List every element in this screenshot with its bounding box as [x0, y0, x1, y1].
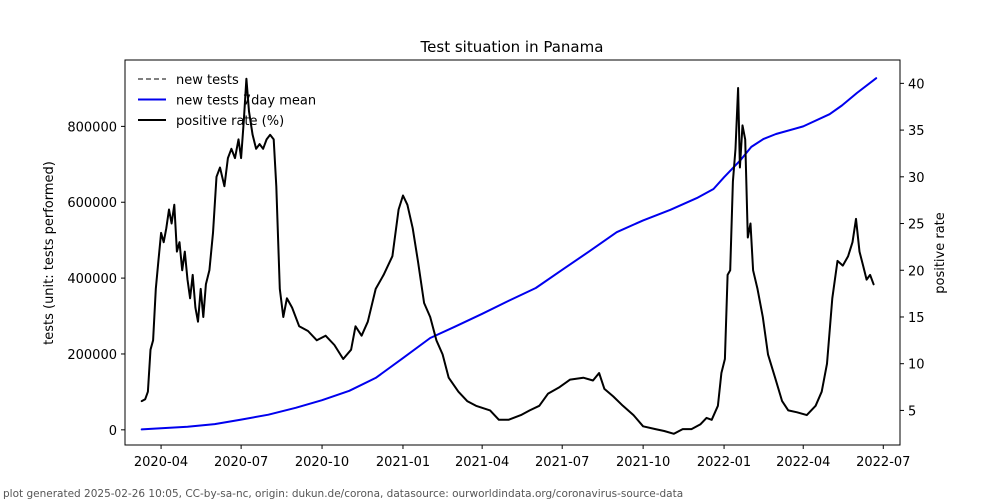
y-left-tick-label: 800000	[67, 120, 117, 135]
x-axis: 2020-04 2020-07 2020-10 2021-01 2021-04 2021-…	[134, 445, 910, 470]
y-right-tick-label: 5	[908, 404, 916, 419]
y-right-tick-label: 20	[908, 264, 925, 279]
y-axis-left: 0 200000 400000 600000 800000	[67, 120, 125, 439]
y-axis-right-label: positive rate	[933, 212, 948, 294]
y-left-tick-label: 600000	[67, 196, 117, 211]
series-line-tests-7day-mean	[140, 77, 878, 431]
plot-frame	[124, 59, 901, 446]
y-right-tick-label: 10	[908, 358, 925, 373]
legend-label: positive rate (%)	[176, 114, 284, 129]
legend: new tests new tests 7day mean positive rat…	[138, 73, 316, 129]
x-tick-label: 2022-04	[776, 455, 830, 470]
y-right-tick-label: 30	[908, 171, 925, 186]
x-tick-label: 2022-01	[697, 455, 751, 470]
x-tick-label: 2020-04	[134, 455, 188, 470]
y-right-tick-label: 15	[908, 311, 925, 326]
x-tick-label: 2021-10	[616, 455, 670, 470]
footer-credit: plot generated 2025-02-26 10:05, CC-by-s…	[3, 488, 683, 500]
y-axis-left-label: tests (unit: tests performed)	[42, 161, 57, 345]
series-line-positive-rate	[140, 77, 875, 435]
y-right-tick-label: 40	[908, 77, 925, 92]
x-tick-label: 2022-07	[856, 455, 910, 470]
y-right-tick-label: 25	[908, 218, 925, 233]
x-tick-label: 2021-04	[455, 455, 509, 470]
y-axis-right: 5 10 15 20 25 30 35 40	[900, 77, 925, 419]
y-left-tick-label: 200000	[67, 348, 117, 363]
x-tick-label: 2021-01	[376, 455, 430, 470]
chart-title: Test situation in Panama	[420, 38, 604, 56]
x-tick-label: 2021-07	[535, 455, 589, 470]
series-group	[140, 77, 878, 435]
x-tick-label: 2020-10	[295, 455, 349, 470]
y-right-tick-label: 35	[908, 124, 925, 139]
plot-area	[124, 59, 901, 446]
y-left-tick-label: 0	[109, 424, 117, 439]
legend-label: new tests	[176, 73, 239, 88]
legend-label: new tests 7day mean	[176, 94, 316, 109]
x-tick-label: 2020-07	[214, 455, 268, 470]
y-left-tick-label: 400000	[67, 272, 117, 287]
